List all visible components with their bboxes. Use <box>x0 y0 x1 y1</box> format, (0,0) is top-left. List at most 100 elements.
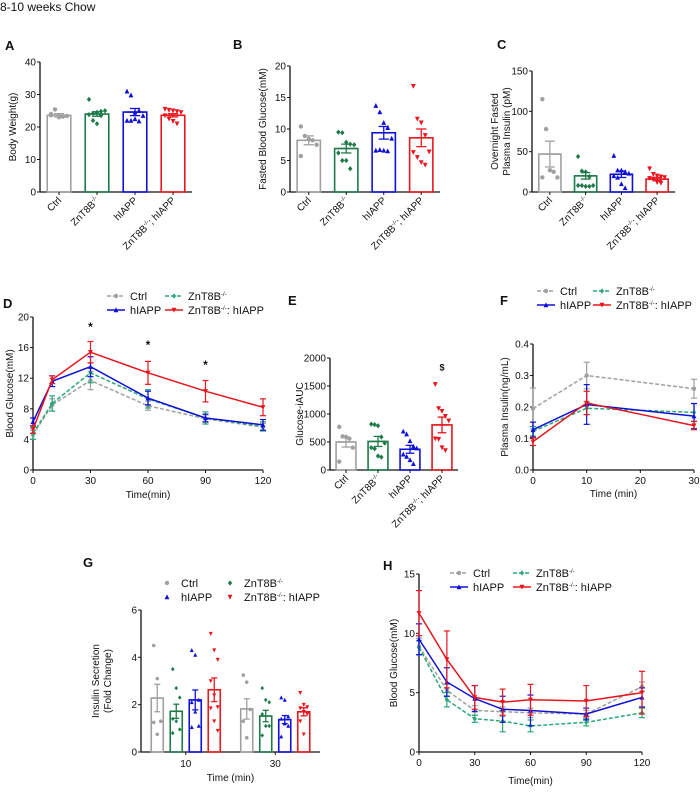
annotation: $ <box>439 362 444 372</box>
marker-triangle-down <box>432 382 438 387</box>
legend-label: ZnT8B-/-: hIAPP <box>244 592 320 604</box>
bar <box>160 114 186 193</box>
legend-label: ZnT8B-/- <box>616 286 655 298</box>
marker-diamond <box>348 166 353 172</box>
legend-label: Ctrl <box>181 578 198 590</box>
marker-triangle-down <box>178 110 184 116</box>
marker-circle <box>241 719 246 724</box>
marker-triangle-up <box>193 709 198 714</box>
marker-triangle-down <box>436 406 442 412</box>
marker-diamond <box>174 685 179 691</box>
marker-circle <box>155 676 160 681</box>
y-tick-label: 0.4 <box>515 340 529 351</box>
series-znt8b-hiapp <box>416 590 645 718</box>
marker-triangle-down <box>88 349 93 355</box>
significance-annotation: * <box>203 358 208 372</box>
legend-item: hIAPP <box>450 582 504 594</box>
y-tick-label: 20 <box>25 123 37 134</box>
marker-triangle-up <box>373 147 379 153</box>
y-tick-label: 0 <box>409 748 415 759</box>
panel-label-f: F <box>500 293 508 308</box>
marker-triangle-up <box>196 723 201 728</box>
marker-diamond <box>171 293 177 299</box>
series-hiapp <box>530 384 697 438</box>
legend-item: ZnT8B-/-: hIAPP <box>227 592 320 604</box>
marker-circle <box>543 126 549 132</box>
panel-label-g: G <box>83 555 93 570</box>
marker-triangle-up <box>132 116 138 122</box>
marker-diamond <box>599 288 605 294</box>
x-tick-label: Ctrl <box>332 473 351 492</box>
x-tick-label: hIAPP <box>599 195 627 223</box>
y-tick-label: 100 <box>511 107 528 118</box>
marker-triangle-down <box>442 448 448 454</box>
panel-f: 0.0 0.1 0.2 0.3 0.4 Plasma Insulin(ng/mL) 0 10 2… <box>500 340 700 501</box>
marker-triangle-down <box>145 370 151 376</box>
x-tick-label: 0 <box>416 758 422 769</box>
y-tick-label: 4 <box>131 653 137 664</box>
marker-triangle-up <box>400 428 406 434</box>
x-tick-label: hIAPP <box>361 195 389 223</box>
marker-triangle-up <box>543 302 549 308</box>
legend-label: Ctrl <box>473 568 490 580</box>
x-tick-label: ZnT8B-/- <box>350 473 383 506</box>
marker-diamond <box>336 129 341 135</box>
marker-circle <box>540 175 545 180</box>
marker-diamond <box>344 157 349 164</box>
marker-triangle-up <box>286 714 291 719</box>
marker-triangle-down <box>446 418 452 424</box>
marker-triangle-up <box>530 427 536 432</box>
marker-diamond <box>584 719 589 725</box>
marker-diamond <box>49 400 55 407</box>
x-tick-label: 0 <box>530 476 536 487</box>
figure-title: 8-10 weeks Chow <box>0 0 96 14</box>
marker-diamond <box>260 685 265 691</box>
x-axis-label: Time(min) <box>126 490 171 501</box>
y-tick-label: 5 <box>280 156 286 167</box>
marker-circle <box>547 168 553 173</box>
series-line <box>32 351 264 430</box>
marker-triangle-down <box>212 648 217 653</box>
marker-circle <box>158 719 163 724</box>
marker-triangle-down <box>639 690 645 696</box>
marker-diamond <box>260 733 265 738</box>
marker-triangle-up <box>193 652 198 657</box>
marker-circle <box>52 107 58 112</box>
marker-triangle-down <box>500 699 506 705</box>
y-axis-label: Plasma Insulin (pM) <box>502 87 513 175</box>
marker-circle <box>314 142 319 147</box>
x-tick-label: 30 <box>270 759 282 770</box>
y-axis-label: Fasted Blood Glucose(mM) <box>258 68 269 190</box>
x-tick-label: 120 <box>255 476 272 487</box>
y-tick-label: 15 <box>275 93 287 104</box>
marker-circle <box>543 288 549 294</box>
legend-item: hIAPP <box>164 592 212 604</box>
marker-diamond <box>267 723 272 729</box>
marker-triangle-down <box>170 118 176 124</box>
marker-diamond <box>372 422 377 428</box>
x-tick-label: 10 <box>180 759 192 770</box>
marker-triangle-up <box>400 451 406 457</box>
x-axis-label: Time (min) <box>590 489 637 500</box>
marker-triangle-down <box>519 584 525 590</box>
legend-label: hIAPP <box>181 592 212 604</box>
marker-triangle-down <box>298 691 303 695</box>
x-tick-label: 30 <box>688 476 700 487</box>
y-tick-label: 10 <box>275 125 287 136</box>
marker-triangle-down <box>166 116 172 122</box>
marker-triangle-up <box>385 148 391 154</box>
marker-diamond <box>472 716 477 722</box>
legend-label: Ctrl <box>560 286 577 298</box>
marker-diamond <box>575 182 581 189</box>
legend-label: ZnT8B-/-: hIAPP <box>188 305 264 317</box>
marker-triangle-down <box>208 631 213 636</box>
marker-diamond <box>263 723 268 729</box>
marker-triangle-down <box>662 175 668 181</box>
marker-diamond <box>351 142 357 148</box>
marker-triangle-down <box>212 719 217 724</box>
marker-triangle-down <box>426 149 432 155</box>
legend-item: ZnT8B-/-: hIAPP <box>513 582 612 594</box>
marker-triangle-up <box>128 92 134 98</box>
marker-circle <box>151 643 156 648</box>
marker-triangle-up <box>145 395 151 401</box>
